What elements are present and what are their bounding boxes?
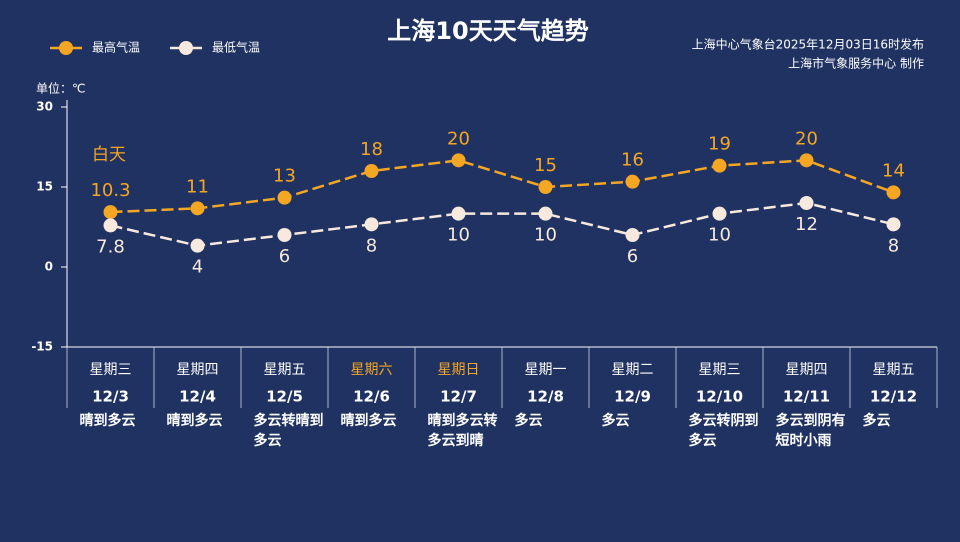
data-point <box>625 228 640 242</box>
data-point <box>538 206 553 221</box>
weekday-label: 星期日 <box>438 362 480 378</box>
weekday-label: 星期二 <box>612 362 654 378</box>
x-tick-label: 12/5 <box>266 388 303 406</box>
weather-label: 多云 <box>601 413 630 429</box>
y-tick-label: 15 <box>36 180 53 194</box>
data-label: 15 <box>534 155 557 176</box>
data-point <box>103 218 118 233</box>
weekday-label: 星期五 <box>873 362 915 378</box>
weather-label: 多云转晴到多云 <box>253 413 324 449</box>
data-point <box>625 174 640 189</box>
data-label: 10 <box>534 225 557 246</box>
x-tick-label: 12/8 <box>527 388 564 406</box>
data-label: 10 <box>708 225 731 246</box>
data-label: 10 <box>447 225 470 246</box>
data-point <box>451 153 466 168</box>
y-tick-label: -15 <box>31 340 53 354</box>
y-axis-label: 单位：℃ <box>36 81 85 96</box>
source: 上海市气象服务中心 制作 <box>788 56 924 71</box>
weekday-label: 星期三 <box>90 362 132 378</box>
y-tick-label: 0 <box>45 260 53 274</box>
weather-label: 晴到多云 <box>166 413 223 429</box>
weather-label: 晴到多云 <box>340 413 397 429</box>
x-tick-label: 12/6 <box>353 388 390 406</box>
data-label: 14 <box>882 160 905 181</box>
data-point <box>799 153 814 168</box>
legend-label: 最高气温 <box>92 40 140 55</box>
data-point <box>886 217 901 232</box>
data-point <box>451 206 466 221</box>
legend-marker <box>179 41 193 55</box>
x-tick-label: 12/9 <box>614 388 651 406</box>
weekday-label: 星期四 <box>177 362 219 378</box>
legend-marker <box>59 41 73 55</box>
series-line <box>110 159 894 214</box>
weather-label: 晴到多云转多云到晴 <box>427 413 498 449</box>
x-tick-label: 12/7 <box>440 388 477 406</box>
data-label: 7.8 <box>96 236 125 257</box>
weather-label: 多云 <box>862 413 891 429</box>
series-line <box>110 201 894 247</box>
source: 上海中心气象台2025年12月03日16时发布 <box>692 37 924 52</box>
data-label: 8 <box>888 235 899 256</box>
data-label: 12 <box>795 214 818 235</box>
data-label: 4 <box>192 257 203 278</box>
data-label: 6 <box>279 246 290 267</box>
x-tick-label: 12/11 <box>783 388 830 406</box>
weekday-label: 星期三 <box>699 362 741 378</box>
data-point <box>364 217 379 232</box>
x-tick-label: 12/4 <box>179 388 216 406</box>
data-point <box>277 228 292 242</box>
data-point <box>190 238 205 253</box>
weekday-label: 星期一 <box>525 362 567 378</box>
weather-label: 晴到多云 <box>79 413 136 429</box>
data-label: 10.3 <box>90 180 130 201</box>
chart-title: 上海10天天气趋势 <box>387 17 588 45</box>
weather-label: 多云到阴有短时小雨 <box>775 413 846 449</box>
data-point <box>712 206 727 221</box>
weather-label: 多云 <box>514 413 543 429</box>
x-tick-label: 12/10 <box>696 388 743 406</box>
legend-label: 最低气温 <box>212 40 260 55</box>
data-label: 16 <box>621 150 644 171</box>
weather-label: 多云转阴到多云 <box>688 413 759 449</box>
data-label: 11 <box>186 176 209 197</box>
data-point <box>364 164 379 178</box>
annotation: 白天 <box>92 145 126 165</box>
y-tick-label: 30 <box>36 100 53 114</box>
data-point <box>799 196 814 210</box>
x-tick-label: 12/12 <box>870 388 917 406</box>
x-tick-label: 12/3 <box>92 388 129 406</box>
weekday-label: 星期五 <box>264 362 306 378</box>
data-label: 19 <box>708 134 731 155</box>
data-point <box>103 205 118 220</box>
data-label: 8 <box>366 235 377 256</box>
data-label: 20 <box>447 128 470 149</box>
data-point <box>886 185 901 200</box>
data-point <box>190 201 205 216</box>
data-label: 6 <box>627 246 638 267</box>
data-label: 20 <box>795 128 818 149</box>
data-point <box>538 180 553 194</box>
data-point <box>277 190 292 205</box>
data-label: 18 <box>360 139 383 160</box>
weekday-label: 星期四 <box>786 362 828 378</box>
weekday-label: 星期六 <box>351 362 393 378</box>
data-label: 13 <box>273 166 296 187</box>
data-point <box>712 158 727 173</box>
